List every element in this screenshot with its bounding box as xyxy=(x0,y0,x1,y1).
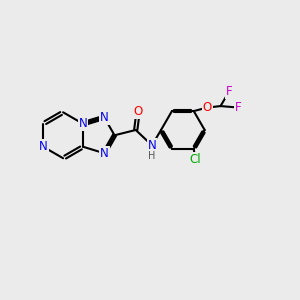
Text: N: N xyxy=(79,117,87,130)
Text: O: O xyxy=(134,105,143,118)
Text: N: N xyxy=(148,139,156,152)
Text: H: H xyxy=(148,152,156,161)
Text: N: N xyxy=(100,111,109,124)
Text: N: N xyxy=(39,140,48,153)
Text: F: F xyxy=(235,101,242,114)
Text: N: N xyxy=(100,147,109,160)
Text: F: F xyxy=(226,85,232,98)
Text: O: O xyxy=(203,101,212,114)
Text: Cl: Cl xyxy=(189,153,201,166)
